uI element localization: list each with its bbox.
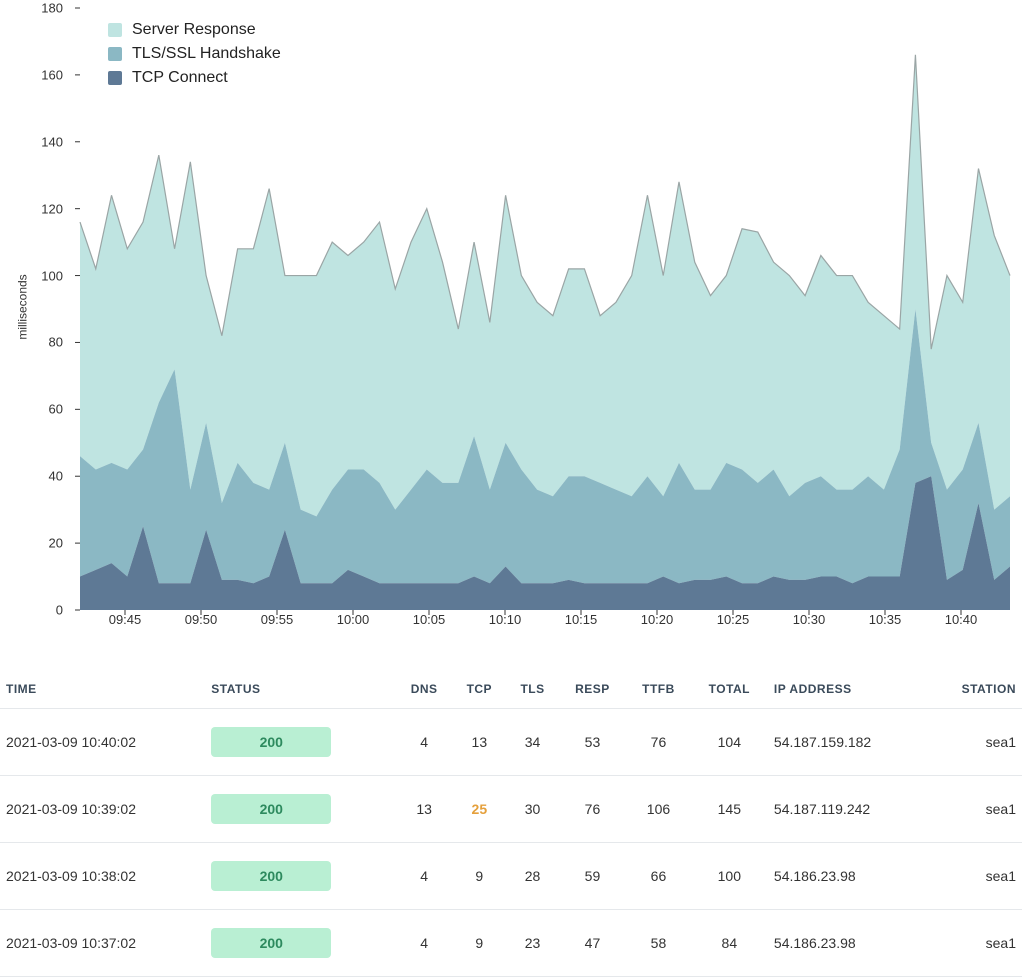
col-status: STATUS <box>205 670 396 709</box>
legend-item: Server Response <box>108 18 281 42</box>
table-row: 2021-03-09 10:40:02200 41334537610454.187… <box>0 709 1022 776</box>
status-badge: 200 <box>211 794 331 824</box>
cell-station: sea1 <box>926 709 1022 776</box>
cell-dns: 4 <box>396 910 452 977</box>
cell-ttfb: 66 <box>626 843 691 910</box>
status-badge: 200 <box>211 727 331 757</box>
x-tick-label: 09:45 <box>109 612 142 627</box>
cell-time: 2021-03-09 10:38:02 <box>0 843 205 910</box>
cell-ip: 54.186.23.98 <box>768 910 926 977</box>
table-row: 2021-03-09 10:39:02200 1325307610614554.1… <box>0 776 1022 843</box>
col-dns: DNS <box>396 670 452 709</box>
cell-tcp: 9 <box>452 843 506 910</box>
cell-tls: 23 <box>506 910 558 977</box>
cell-tls: 34 <box>506 709 558 776</box>
cell-total: 84 <box>691 910 768 977</box>
col-total: TOTAL <box>691 670 768 709</box>
cell-total: 100 <box>691 843 768 910</box>
cell-resp: 47 <box>559 910 626 977</box>
legend-swatch <box>108 47 122 61</box>
cell-station: sea1 <box>926 776 1022 843</box>
x-tick-label: 09:55 <box>261 612 294 627</box>
status-badge: 200 <box>211 928 331 958</box>
legend-item: TLS/SSL Handshake <box>108 42 281 66</box>
legend-swatch <box>108 71 122 85</box>
x-tick-label: 10:15 <box>565 612 598 627</box>
cell-station: sea1 <box>926 843 1022 910</box>
x-tick-label: 10:25 <box>717 612 750 627</box>
cell-total: 145 <box>691 776 768 843</box>
y-tick-label: 100 <box>41 268 63 283</box>
cell-ttfb: 106 <box>626 776 691 843</box>
col-time: TIME <box>0 670 205 709</box>
x-tick-label: 09:50 <box>185 612 218 627</box>
legend-item: TCP Connect <box>108 66 281 90</box>
cell-dns: 4 <box>396 843 452 910</box>
cell-ttfb: 58 <box>626 910 691 977</box>
x-tick-label: 10:40 <box>945 612 978 627</box>
x-tick-label: 10:00 <box>337 612 370 627</box>
chart-top-stroke <box>80 55 1010 349</box>
legend-swatch <box>108 23 122 37</box>
x-tick-label: 10:30 <box>793 612 826 627</box>
cell-dns: 4 <box>396 709 452 776</box>
cell-status: 200 <box>205 709 396 776</box>
y-tick-label: 60 <box>49 402 63 417</box>
y-tick-label: 0 <box>56 603 63 618</box>
cell-resp: 59 <box>559 843 626 910</box>
col-tls: TLS <box>506 670 558 709</box>
status-badge: 200 <box>211 861 331 891</box>
cell-dns: 13 <box>396 776 452 843</box>
x-tick-label: 10:35 <box>869 612 902 627</box>
x-tick-label: 10:05 <box>413 612 446 627</box>
cell-ip: 54.187.119.242 <box>768 776 926 843</box>
table-row: 2021-03-09 10:37:02200 492347588454.186.2… <box>0 910 1022 977</box>
x-axis-ticks: 09:45 09:50 09:55 10:00 10:05 10:10 10:15 10:20… <box>80 612 1010 642</box>
y-tick-label: 160 <box>41 67 63 82</box>
cell-ip: 54.187.159.182 <box>768 709 926 776</box>
cell-total: 104 <box>691 709 768 776</box>
legend-label: TCP Connect <box>132 69 228 87</box>
table-row: 2021-03-09 10:38:02200 4928596610054.186.… <box>0 843 1022 910</box>
x-tick-label: 10:10 <box>489 612 522 627</box>
col-ip-address: IP ADDRESS <box>768 670 926 709</box>
col-station: STATION <box>926 670 1022 709</box>
table-header: TIMESTATUSDNSTCPTLSRESPTTFBTOTALIP ADDRE… <box>0 670 1022 709</box>
y-tick-label: 20 <box>49 536 63 551</box>
cell-time: 2021-03-09 10:37:02 <box>0 910 205 977</box>
chart-legend: Server Response TLS/SSL Handshake TCP Conn… <box>108 18 281 90</box>
cell-ip: 54.186.23.98 <box>768 843 926 910</box>
y-tick-label: 180 <box>41 1 63 16</box>
y-tick-label: 120 <box>41 201 63 216</box>
area-server-response <box>80 55 1010 517</box>
cell-tls: 30 <box>506 776 558 843</box>
cell-status: 200 <box>205 843 396 910</box>
cell-status: 200 <box>205 910 396 977</box>
cell-resp: 76 <box>559 776 626 843</box>
col-resp: RESP <box>559 670 626 709</box>
x-tick-label: 10:20 <box>641 612 674 627</box>
chart-plot-area <box>80 8 1010 610</box>
y-tick-label: 140 <box>41 134 63 149</box>
col-tcp: TCP <box>452 670 506 709</box>
latency-stacked-area-chart: milliseconds Server ResponseTLS/SSL Hand… <box>0 0 1022 645</box>
cell-tls: 28 <box>506 843 558 910</box>
cell-station: sea1 <box>926 910 1022 977</box>
col-ttfb: TTFB <box>626 670 691 709</box>
cell-status: 200 <box>205 776 396 843</box>
cell-tcp: 9 <box>452 910 506 977</box>
cell-time: 2021-03-09 10:40:02 <box>0 709 205 776</box>
y-axis-ticks: 020406080100120140160180 <box>0 0 75 610</box>
results-table: TIMESTATUSDNSTCPTLSRESPTTFBTOTALIP ADDRE… <box>0 670 1022 977</box>
cell-tcp: 13 <box>452 709 506 776</box>
y-tick-label: 80 <box>49 335 63 350</box>
y-tick-label: 40 <box>49 469 63 484</box>
legend-label: TLS/SSL Handshake <box>132 45 281 63</box>
cell-time: 2021-03-09 10:39:02 <box>0 776 205 843</box>
legend-label: Server Response <box>132 21 256 39</box>
cell-ttfb: 76 <box>626 709 691 776</box>
cell-resp: 53 <box>559 709 626 776</box>
table-body: 2021-03-09 10:40:0220041334537610454.187… <box>0 709 1022 977</box>
cell-tcp: 25 <box>452 776 506 843</box>
